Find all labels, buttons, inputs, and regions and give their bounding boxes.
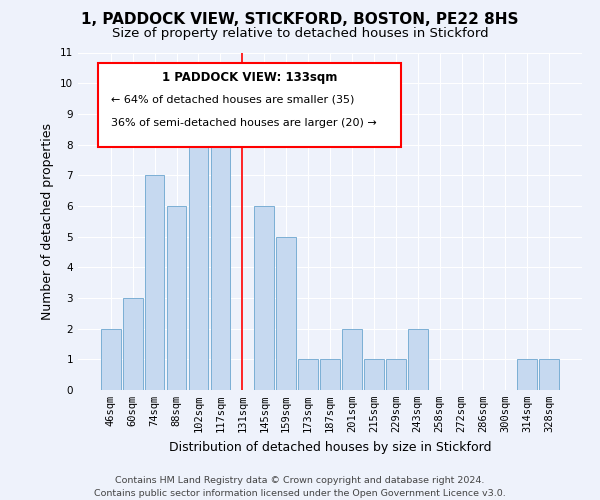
Bar [386,360,406,390]
X-axis label: Distribution of detached houses by size in Stickford: Distribution of detached houses by size … [169,440,491,454]
Text: Size of property relative to detached houses in Stickford: Size of property relative to detached ho… [112,28,488,40]
Bar [276,236,296,390]
Text: ← 64% of detached houses are smaller (35): ← 64% of detached houses are smaller (35… [111,94,354,104]
Bar [342,328,362,390]
Bar [320,360,340,390]
Bar [123,298,143,390]
Bar [167,206,187,390]
Bar [408,328,428,390]
FancyBboxPatch shape [98,62,401,147]
Text: 36% of semi-detached houses are larger (20) →: 36% of semi-detached houses are larger (… [111,118,377,128]
Bar [517,360,537,390]
Text: Contains HM Land Registry data © Crown copyright and database right 2024.
Contai: Contains HM Land Registry data © Crown c… [94,476,506,498]
Bar [298,360,318,390]
Text: 1 PADDOCK VIEW: 133sqm: 1 PADDOCK VIEW: 133sqm [161,71,337,84]
Y-axis label: Number of detached properties: Number of detached properties [41,122,55,320]
Bar [211,144,230,390]
Bar [188,114,208,390]
Bar [539,360,559,390]
Text: 1, PADDOCK VIEW, STICKFORD, BOSTON, PE22 8HS: 1, PADDOCK VIEW, STICKFORD, BOSTON, PE22… [81,12,519,28]
Bar [145,175,164,390]
Bar [101,328,121,390]
Bar [364,360,384,390]
Bar [254,206,274,390]
